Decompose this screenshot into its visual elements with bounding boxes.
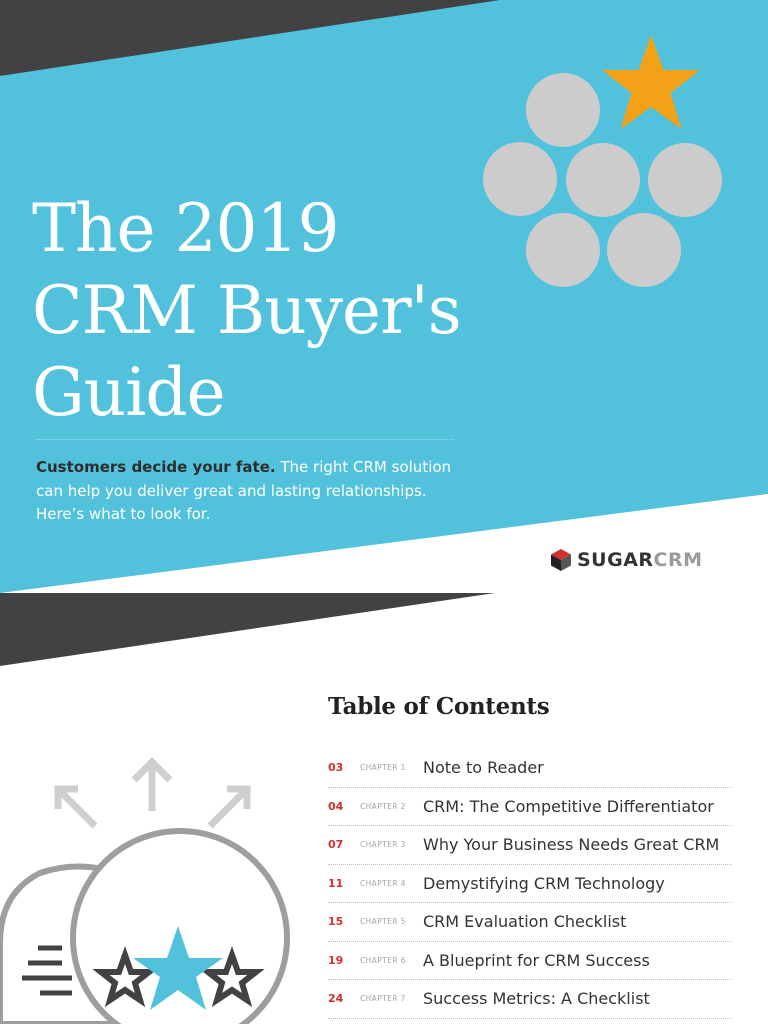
toc-page-number: 11 — [328, 876, 344, 890]
toc-page-number: 19 — [328, 953, 344, 967]
toc-chapter-title: A Blueprint for CRM Success — [423, 950, 650, 970]
intro-text: Customers decide your fate. The right CR… — [36, 456, 476, 527]
toc-chapter-label: CHAPTER 7 — [360, 994, 406, 1003]
toc-chapter-label: CHAPTER 1 — [360, 763, 406, 772]
cover-background — [0, 0, 768, 593]
toc-row[interactable]: 15 CHAPTER 5 CRM Evaluation Checklist — [328, 903, 732, 942]
intro-bold: Customers decide your fate. — [36, 458, 276, 476]
toc-chapter-title: Success Metrics: A Checklist — [423, 989, 650, 1008]
toc-page-number: 24 — [328, 992, 344, 1005]
toc-chapter-label: CHAPTER 5 — [360, 917, 406, 926]
intro-rest: The right CRM solution can help you deli… — [36, 458, 452, 523]
toc-chapter-label: CHAPTER 6 — [360, 955, 406, 965]
toc-chapter-label: CHAPTER 4 — [360, 878, 406, 888]
toc-chapter-title: Demystifying CRM Technology — [423, 873, 665, 893]
logo-sugar: SUGAR — [577, 549, 654, 571]
toc-chapter-label: CHAPTER 3 — [360, 840, 406, 849]
toc-page: Table of Contents 03 CHAPTER 1 Note to R… — [0, 593, 768, 1024]
outline-star-left-icon — [92, 945, 158, 1008]
toc-chapter-title: Note to Reader — [423, 758, 544, 777]
arrows-icon — [54, 757, 251, 829]
blue-panel — [0, 0, 768, 593]
guide-title: The 2019 CRM Buyer's Guide — [32, 188, 462, 434]
toc-row[interactable]: 07 CHAPTER 3 Why Your Business Needs Gre… — [328, 826, 732, 865]
toc-page-number: 04 — [328, 799, 344, 813]
logo-crm: CRM — [653, 549, 703, 571]
sugarcrm-logo: SUGAR CRM — [551, 547, 703, 573]
toc-chapter-title: CRM: The Competitive Differentiator — [423, 796, 714, 816]
toc-row[interactable]: 04 CHAPTER 2 CRM: The Competitive Differ… — [328, 788, 732, 826]
toc-page-number: 03 — [328, 761, 344, 774]
title-line: The 2019 — [32, 190, 340, 267]
chat-bubbles-stars-icon — [0, 757, 290, 1024]
toc-title: Table of Contents — [328, 693, 550, 720]
star-among-circles-icon — [483, 35, 722, 287]
front-chat-bubble — [70, 828, 290, 1024]
toc-page-number: 15 — [328, 915, 344, 928]
title-divider — [36, 439, 454, 440]
toc-row[interactable]: 11 CHAPTER 4 Demystifying CRM Technology — [328, 865, 732, 903]
toc-row[interactable]: 19 CHAPTER 6 A Blueprint for CRM Success — [328, 942, 732, 980]
toc-page-number: 07 — [328, 838, 344, 851]
toc-chapter-title: CRM Evaluation Checklist — [423, 912, 627, 931]
title-line: Guide — [32, 354, 226, 431]
outline-star-right-icon — [199, 945, 265, 1008]
speed-lines — [22, 945, 72, 996]
sugarcube-icon — [551, 549, 571, 571]
toc-chapter-label: CHAPTER 2 — [360, 801, 406, 811]
toc-row[interactable]: 24 CHAPTER 7 Success Metrics: A Checklis… — [328, 980, 732, 1019]
toc-top-band — [0, 593, 495, 666]
toc-row[interactable]: 03 CHAPTER 1 Note to Reader — [328, 749, 732, 788]
cover-page: The 2019 CRM Buyer's Guide Customers dec… — [0, 0, 768, 593]
title-line: CRM Buyer's — [32, 272, 462, 349]
toc-chapter-title: Why Your Business Needs Great CRM — [423, 835, 720, 854]
white-corner — [160, 494, 768, 593]
toc-list: 03 CHAPTER 1 Note to Reader 04 CHAPTER 2… — [328, 749, 732, 1019]
center-star-icon — [133, 926, 223, 1010]
